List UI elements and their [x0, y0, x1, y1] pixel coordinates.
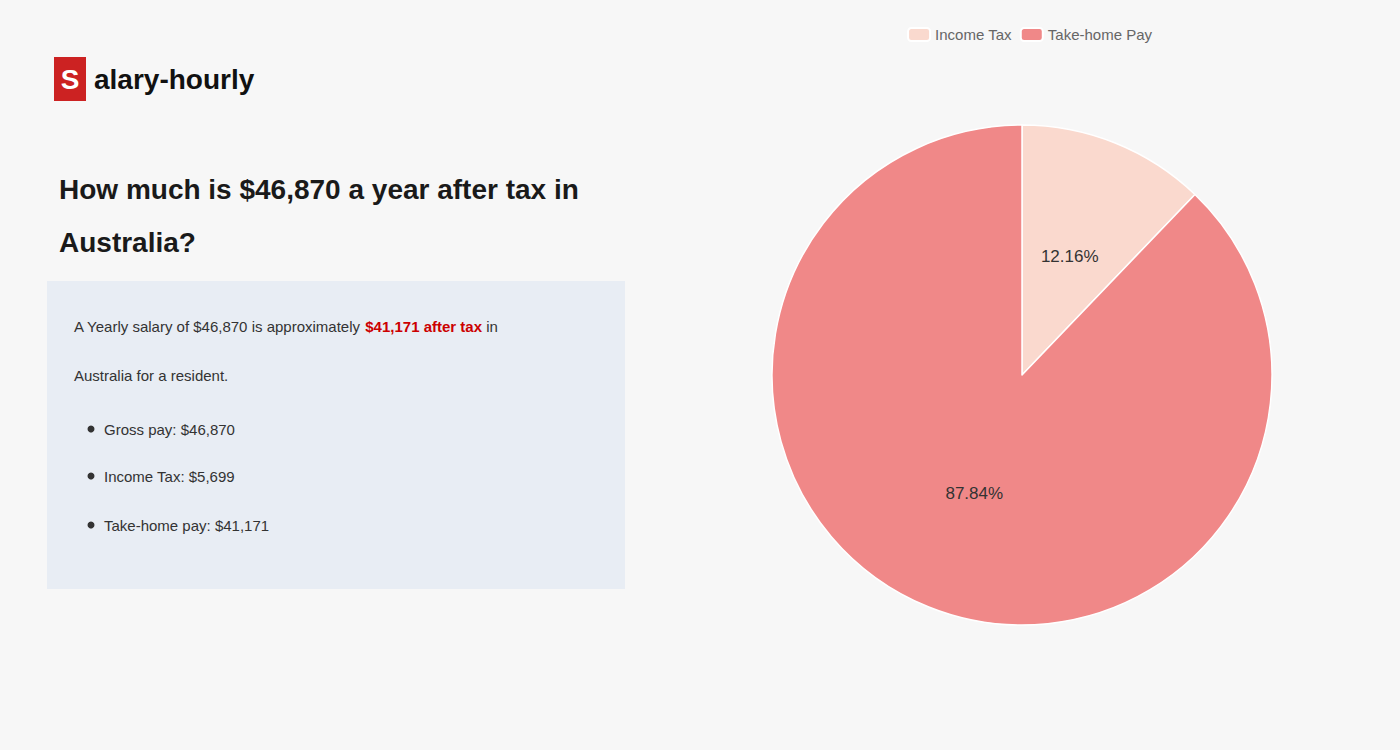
- svg-text:Australia?: Australia?: [59, 227, 196, 258]
- svg-text:$41,171 after tax: $41,171 after tax: [365, 318, 482, 335]
- svg-text:12.16%: 12.16%: [1041, 247, 1099, 266]
- svg-text:Take-home pay: $41,171: Take-home pay: $41,171: [104, 517, 269, 534]
- svg-text:in: in: [482, 318, 498, 335]
- svg-text:alary-hourly: alary-hourly: [94, 64, 255, 95]
- svg-text:Australia for a resident.: Australia for a resident.: [74, 367, 228, 384]
- svg-text:Income Tax: $5,699: Income Tax: $5,699: [104, 468, 235, 485]
- svg-text:Income Tax: Income Tax: [935, 26, 1012, 43]
- svg-text:S: S: [61, 64, 80, 95]
- svg-text:Take-home Pay: Take-home Pay: [1048, 26, 1153, 43]
- svg-text:A Yearly salary of $46,870 is: A Yearly salary of $46,870 is approximat…: [74, 318, 364, 335]
- svg-text:87.84%: 87.84%: [945, 484, 1003, 503]
- svg-text:How much is $46,870 a year aft: How much is $46,870 a year after tax in: [59, 174, 579, 205]
- svg-text:Gross pay: $46,870: Gross pay: $46,870: [104, 421, 235, 438]
